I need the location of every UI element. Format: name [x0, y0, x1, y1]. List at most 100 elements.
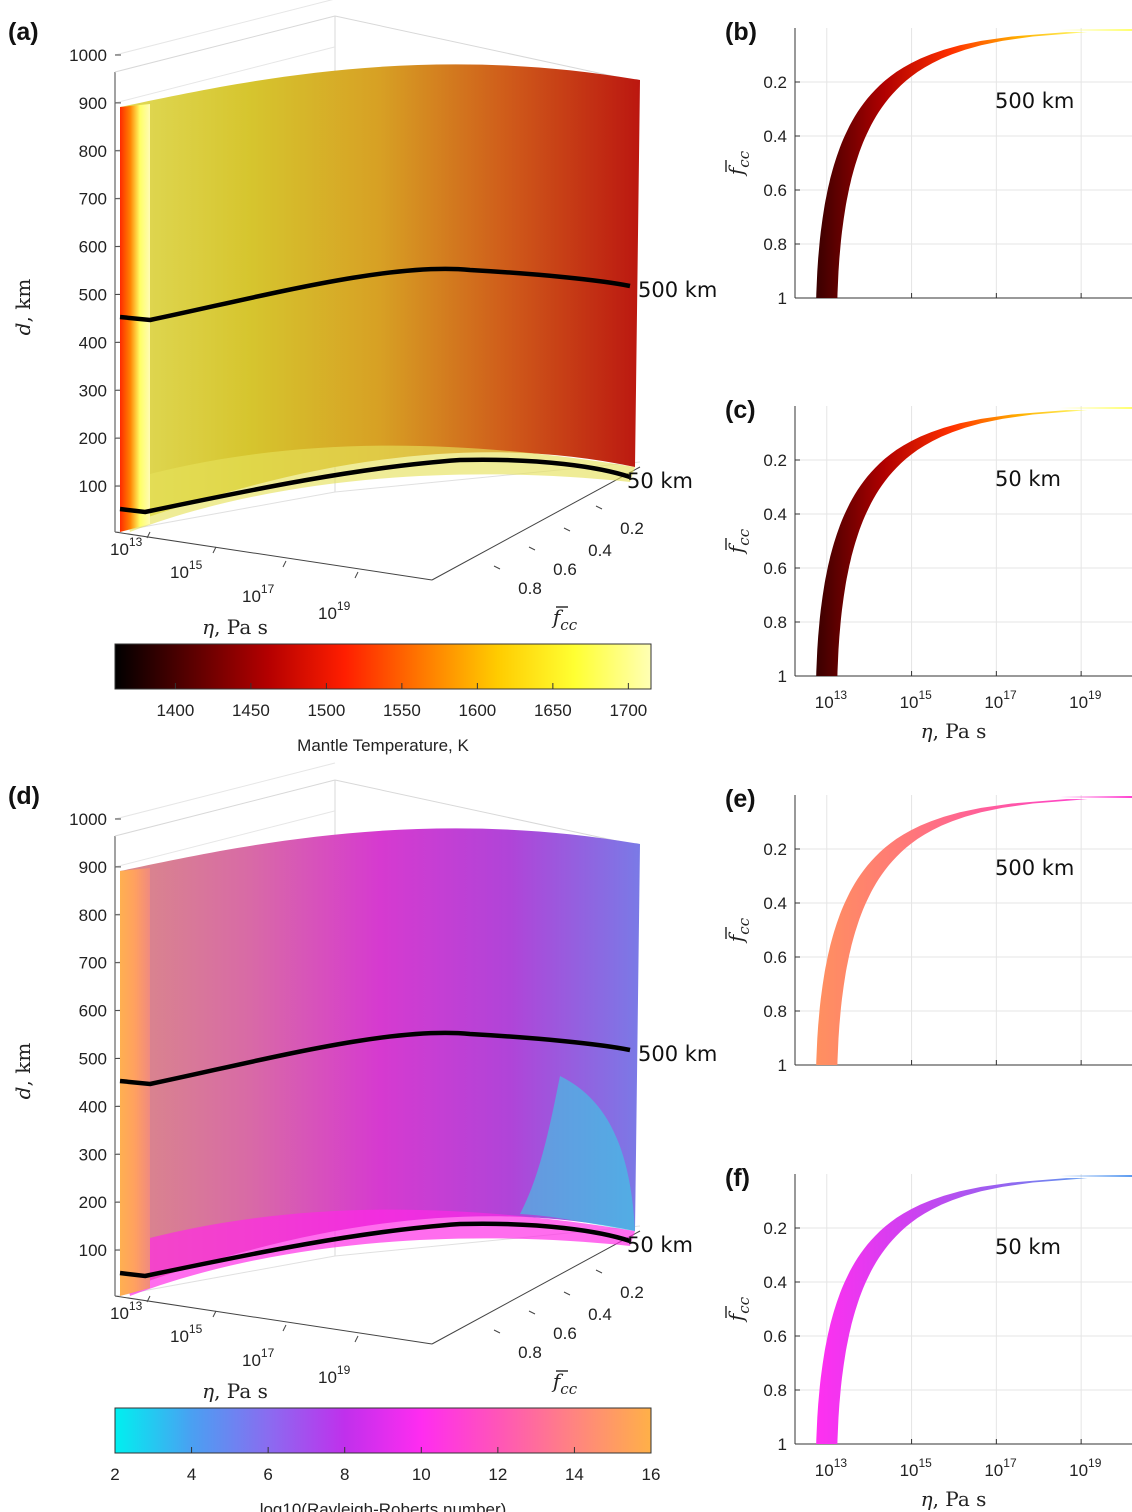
z-tick-label: 500 [79, 1049, 107, 1068]
colorbar-tick-label: 1450 [232, 701, 270, 720]
y-tick-label: 0.8 [763, 1381, 787, 1400]
z-tick-label: 300 [79, 381, 107, 400]
contour-label-50: 50 km [627, 469, 693, 493]
panel-label-c: (c) [725, 396, 756, 424]
y-axis-label-text: fcc [551, 605, 578, 634]
colorbar [114, 1407, 652, 1454]
y-axis-label-text: fcc [724, 917, 753, 944]
x-tick-label: 1019 [1069, 688, 1102, 712]
panel-label-f: (f) [725, 1164, 750, 1192]
contour-50 [119, 1221, 631, 1279]
y-tick-label: 0.2 [620, 1283, 644, 1302]
data-band [816, 32, 1088, 298]
panel-d: (d) 100 200 300 400 500 600 700 800 900 1000 d, km 1… [8, 762, 717, 1512]
surface-cyan-region [520, 1076, 635, 1231]
y-tick [493, 1329, 501, 1334]
panel-a: (a) 100 200 300 400 500 600 700 800 900 1000 d, km 1… [8, 0, 717, 755]
x-tick [282, 1324, 287, 1332]
x-tick-label: 1013 [815, 688, 848, 712]
y-tick-label: 0.6 [553, 560, 577, 579]
y-tick-label: 0.6 [763, 948, 787, 967]
x-tick-label: 1013 [110, 535, 143, 559]
panel-label-b: (b) [725, 18, 757, 46]
data-band [816, 799, 1088, 1065]
contour-label-500: 500 km [638, 278, 717, 302]
z-tick-label: 900 [79, 858, 107, 877]
colorbar-tick-label: 1400 [156, 701, 194, 720]
y-tick-label: 0.6 [763, 559, 787, 578]
y-tick [563, 527, 571, 532]
back-wall-edge [334, 779, 641, 847]
x-tick-label: 1015 [900, 1456, 933, 1480]
panel-b: (b) 0.2 0.4 0.6 0.8 1 fcc 500 km [724, 18, 1132, 308]
floor-edge [114, 491, 336, 533]
y-tick-label: 1 [778, 289, 787, 308]
z-tick-label: 600 [79, 238, 107, 257]
y-axis-label: fcc [724, 528, 753, 555]
colorbar-tick-label: 1550 [383, 701, 421, 720]
x-tick-label: 1013 [815, 1456, 848, 1480]
surface [120, 64, 640, 527]
z-tick-label: 400 [79, 1097, 107, 1116]
y-tick-label: 0.4 [763, 894, 787, 913]
data-band-tail [1059, 407, 1132, 409]
y-tick-label: 0.6 [763, 1327, 787, 1346]
y-axis-label: fcc [724, 917, 753, 944]
x-tick [212, 546, 217, 554]
z-gridline [114, 0, 334, 56]
colorbar-tick-label: 1500 [307, 701, 345, 720]
y-axis-label: fcc [551, 1369, 578, 1398]
y-tick-label: 1 [778, 1056, 787, 1075]
x-tick [354, 1335, 359, 1343]
back-wall-edge [114, 15, 336, 73]
floor-edge [114, 1255, 336, 1297]
x-axis-label: η, Pa s [202, 1379, 268, 1403]
y-tick-label: 0.8 [518, 1343, 542, 1362]
x-tick-label: 1015 [900, 688, 933, 712]
colorbar-tick-label: 1650 [534, 701, 572, 720]
z-tick-label: 400 [79, 333, 107, 352]
x-tick-label: 1019 [1069, 1456, 1102, 1480]
z-gridline [114, 762, 336, 820]
y-tick-label: 0.8 [763, 235, 787, 254]
z-tick-label: 200 [79, 429, 107, 448]
z-tick-label: 800 [79, 906, 107, 925]
y-tick-label: 0.2 [763, 73, 787, 92]
back-wall-edge [114, 779, 336, 837]
z-gridline [114, 810, 336, 868]
x-tick [146, 1295, 151, 1303]
y-tick-label: 0.2 [763, 451, 787, 470]
y-axis-label: fcc [724, 150, 753, 177]
colorbar-tick-label: 1700 [609, 701, 647, 720]
y-axis-line [431, 1230, 641, 1345]
x-axis-label: η, Pa s [202, 615, 268, 639]
y-tick-label: 0.4 [763, 1273, 787, 1292]
z-tick-label: 1000 [69, 810, 107, 829]
z-tick-label: 600 [79, 1002, 107, 1021]
z-tick-label: 100 [79, 477, 107, 496]
x-tick [212, 1310, 217, 1318]
y-tick [528, 546, 536, 551]
x-tick-label: 1013 [110, 1299, 143, 1323]
x-tick [146, 531, 151, 539]
y-axis-line [431, 466, 641, 581]
x-axis-line [114, 1295, 433, 1345]
contour-500 [119, 266, 631, 323]
y-axis-label: fcc [551, 605, 578, 634]
y-axis-label-text: fcc [724, 1296, 753, 1323]
colorbar-tick-label: 16 [642, 1465, 661, 1484]
data-band [816, 410, 1088, 676]
z-tick-label: 300 [79, 1145, 107, 1164]
data-band [816, 1178, 1088, 1444]
contour-label-500: 500 km [638, 1042, 717, 1066]
y-axis-label-text: fcc [551, 1369, 578, 1398]
z-tick-label: 900 [79, 94, 107, 113]
y-tick [595, 1269, 603, 1274]
y-tick-label: 1 [778, 1435, 787, 1454]
panel-c: (c) 0.2 0.4 0.6 0.8 1 fcc 50 km 1013 1015 1017 1019… [724, 396, 1132, 743]
annotation: 50 km [995, 467, 1061, 491]
annotation: 500 km [995, 856, 1074, 880]
data-band-tail [1059, 29, 1132, 31]
y-axis-label: fcc [724, 1296, 753, 1323]
